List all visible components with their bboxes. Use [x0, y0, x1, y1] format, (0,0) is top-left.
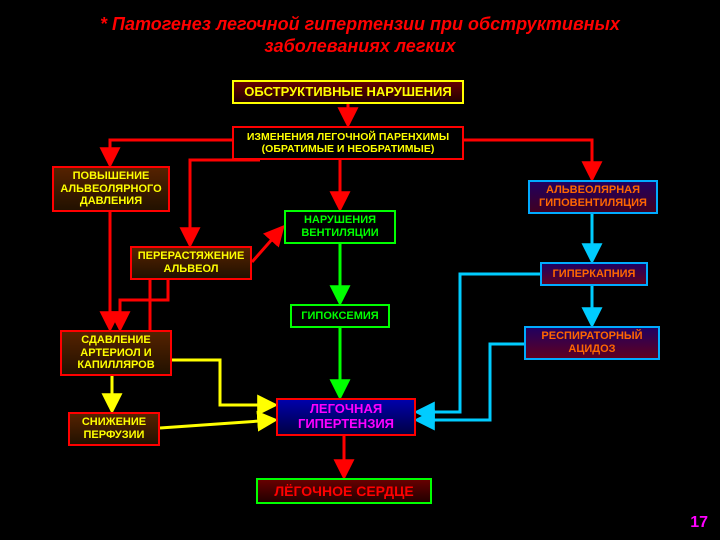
- node-obstr: ОБСТРУКТИВНЫЕ НАРУШЕНИЯ: [232, 80, 464, 104]
- node-hypov: АЛЬВЕОЛЯРНАЯ ГИПОВЕНТИЛЯЦИЯ: [528, 180, 658, 214]
- node-hyperc: ГИПЕРКАПНИЯ: [540, 262, 648, 286]
- page-title: * Патогенез легочной гипертензии при обс…: [40, 14, 680, 57]
- node-vent: НАРУШЕНИЯ ВЕНТИЛЯЦИИ: [284, 210, 396, 244]
- node-heart: ЛЁГОЧНОЕ СЕРДЦЕ: [256, 478, 432, 504]
- page-number: 17: [690, 514, 708, 532]
- node-alvp: ПОВЫШЕНИЕ АЛЬВЕОЛЯРНОГО ДАВЛЕНИЯ: [52, 166, 170, 212]
- node-over: ПЕРЕРАСТЯЖЕНИЕ АЛЬВЕОЛ: [130, 246, 252, 280]
- node-hypox: ГИПОКСЕМИЯ: [290, 304, 390, 328]
- node-paren: ИЗМЕНЕНИЯ ЛЕГОЧНОЙ ПАРЕНХИМЫ (ОБРАТИМЫЕ …: [232, 126, 464, 160]
- node-comp: СДАВЛЕНИЕ АРТЕРИОЛ И КАПИЛЛЯРОВ: [60, 330, 172, 376]
- node-perf: СНИЖЕНИЕ ПЕРФУЗИИ: [68, 412, 160, 446]
- node-acid: РЕСПИРАТОРНЫЙ АЦИДОЗ: [524, 326, 660, 360]
- node-ph: ЛЕГОЧНАЯ ГИПЕРТЕНЗИЯ: [276, 398, 416, 436]
